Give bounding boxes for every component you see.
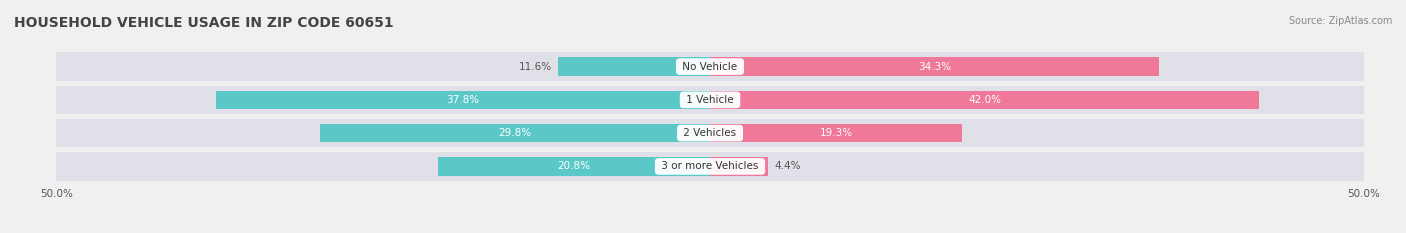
Bar xyxy=(56,86,710,114)
Bar xyxy=(56,152,710,181)
Bar xyxy=(710,52,1364,81)
Bar xyxy=(215,91,710,109)
Text: 4.4%: 4.4% xyxy=(775,161,800,171)
Bar xyxy=(710,119,1364,147)
Text: 2 Vehicles: 2 Vehicles xyxy=(681,128,740,138)
Bar xyxy=(710,57,1159,76)
Bar xyxy=(710,152,1364,181)
Bar xyxy=(710,124,962,142)
Bar xyxy=(56,52,710,81)
Text: 29.8%: 29.8% xyxy=(499,128,531,138)
Text: 3 or more Vehicles: 3 or more Vehicles xyxy=(658,161,762,171)
Text: 11.6%: 11.6% xyxy=(519,62,551,72)
Text: Source: ZipAtlas.com: Source: ZipAtlas.com xyxy=(1288,16,1392,26)
Text: 20.8%: 20.8% xyxy=(558,161,591,171)
Text: 42.0%: 42.0% xyxy=(969,95,1001,105)
Text: 1 Vehicle: 1 Vehicle xyxy=(683,95,737,105)
Bar xyxy=(710,157,768,176)
Bar xyxy=(558,57,710,76)
Text: 19.3%: 19.3% xyxy=(820,128,853,138)
Text: 37.8%: 37.8% xyxy=(446,95,479,105)
Bar xyxy=(710,86,1364,114)
Text: HOUSEHOLD VEHICLE USAGE IN ZIP CODE 60651: HOUSEHOLD VEHICLE USAGE IN ZIP CODE 6065… xyxy=(14,16,394,30)
Bar xyxy=(710,91,1260,109)
Text: 34.3%: 34.3% xyxy=(918,62,950,72)
Text: No Vehicle: No Vehicle xyxy=(679,62,741,72)
Bar xyxy=(439,157,710,176)
Bar xyxy=(321,124,710,142)
Bar xyxy=(56,119,710,147)
